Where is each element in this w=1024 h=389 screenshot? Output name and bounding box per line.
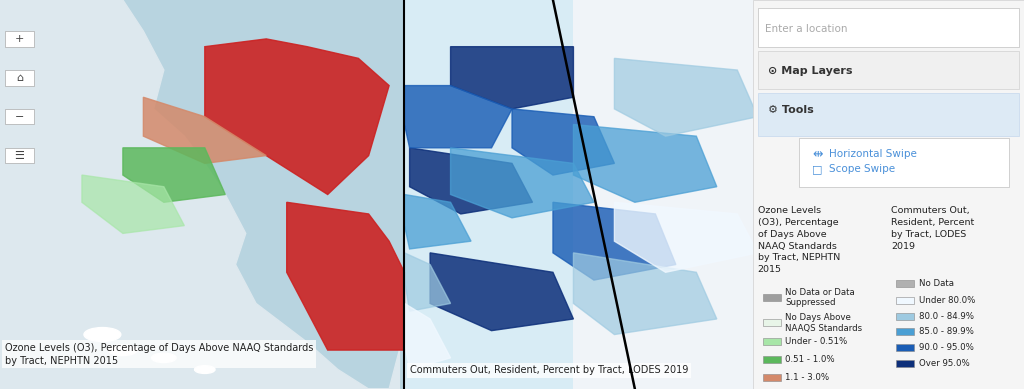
Polygon shape	[404, 194, 471, 249]
Polygon shape	[0, 0, 399, 389]
Bar	[896, 360, 914, 367]
Bar	[896, 280, 914, 287]
Text: 1.1 - 3.0%: 1.1 - 3.0%	[785, 373, 829, 382]
Bar	[896, 344, 914, 351]
Text: ☰: ☰	[14, 151, 25, 161]
Polygon shape	[451, 148, 594, 218]
Polygon shape	[614, 58, 758, 136]
Bar	[799, 138, 1009, 187]
Text: 0.51 - 1.0%: 0.51 - 1.0%	[785, 354, 835, 364]
Polygon shape	[410, 148, 532, 214]
Polygon shape	[614, 202, 758, 272]
Bar	[763, 319, 781, 326]
Polygon shape	[451, 47, 573, 109]
Polygon shape	[287, 202, 404, 350]
Text: No Days Above
NAAQS Standards: No Days Above NAAQS Standards	[785, 313, 862, 333]
Bar	[896, 328, 914, 335]
Text: No Data or Data
Suppressed: No Data or Data Suppressed	[785, 288, 855, 307]
Polygon shape	[404, 253, 451, 311]
Bar	[763, 294, 781, 301]
Circle shape	[195, 366, 215, 373]
Polygon shape	[430, 253, 573, 331]
Bar	[896, 297, 914, 304]
Text: ⚙ Tools: ⚙ Tools	[768, 105, 814, 115]
Text: Enter a location: Enter a location	[765, 24, 848, 34]
Bar	[763, 338, 781, 345]
Bar	[5, 70, 34, 86]
Bar	[753, 0, 1024, 389]
Polygon shape	[123, 148, 225, 202]
Bar	[763, 374, 781, 381]
Text: Under 80.0%: Under 80.0%	[919, 296, 975, 305]
Circle shape	[152, 353, 176, 363]
Text: ⊙ Map Layers: ⊙ Map Layers	[768, 66, 853, 76]
Text: Under - 0.51%: Under - 0.51%	[785, 336, 848, 346]
Bar	[0, 0, 404, 389]
Bar	[763, 356, 781, 363]
Text: 85.0 - 89.9%: 85.0 - 89.9%	[919, 327, 974, 336]
Text: No Data: No Data	[919, 279, 953, 289]
Text: □: □	[812, 164, 822, 174]
Bar	[896, 313, 914, 320]
Bar	[758, 51, 1019, 89]
Text: 80.0 - 84.9%: 80.0 - 84.9%	[919, 312, 974, 321]
Text: Horizontal Swipe: Horizontal Swipe	[829, 149, 918, 159]
Text: ⌂: ⌂	[16, 73, 23, 83]
Circle shape	[109, 345, 137, 356]
Bar	[404, 0, 573, 389]
Text: Ozone Levels
(O3), Percentage
of Days Above
NAAQ Standards
by Tract, NEPHTN
2015: Ozone Levels (O3), Percentage of Days Ab…	[758, 206, 840, 274]
Bar	[5, 31, 34, 47]
Polygon shape	[205, 39, 389, 195]
Text: −: −	[14, 112, 25, 122]
Polygon shape	[404, 303, 451, 370]
Polygon shape	[512, 109, 614, 175]
Text: Commuters Out,
Resident, Percent
by Tract, LODES
2019: Commuters Out, Resident, Percent by Trac…	[891, 206, 974, 251]
Bar	[5, 148, 34, 163]
Polygon shape	[573, 253, 717, 335]
Bar	[5, 109, 34, 124]
Circle shape	[84, 328, 121, 342]
Bar	[758, 8, 1019, 47]
Text: Scope Swipe: Scope Swipe	[829, 164, 896, 174]
Text: Ozone Levels (O3), Percentage of Days Above NAAQ Standards
by Tract, NEPHTN 2015: Ozone Levels (O3), Percentage of Days Ab…	[5, 343, 313, 366]
Text: +: +	[14, 34, 25, 44]
Polygon shape	[404, 86, 512, 148]
Polygon shape	[82, 175, 184, 233]
Polygon shape	[573, 124, 717, 202]
Text: Commuters Out, Resident, Percent by Tract, LODES 2019: Commuters Out, Resident, Percent by Trac…	[410, 365, 688, 375]
Bar	[758, 93, 1019, 136]
Text: 90.0 - 95.0%: 90.0 - 95.0%	[919, 343, 974, 352]
Text: Over 95.0%: Over 95.0%	[919, 359, 970, 368]
Polygon shape	[143, 97, 266, 163]
Text: ⇹: ⇹	[812, 147, 822, 160]
Polygon shape	[553, 202, 676, 280]
